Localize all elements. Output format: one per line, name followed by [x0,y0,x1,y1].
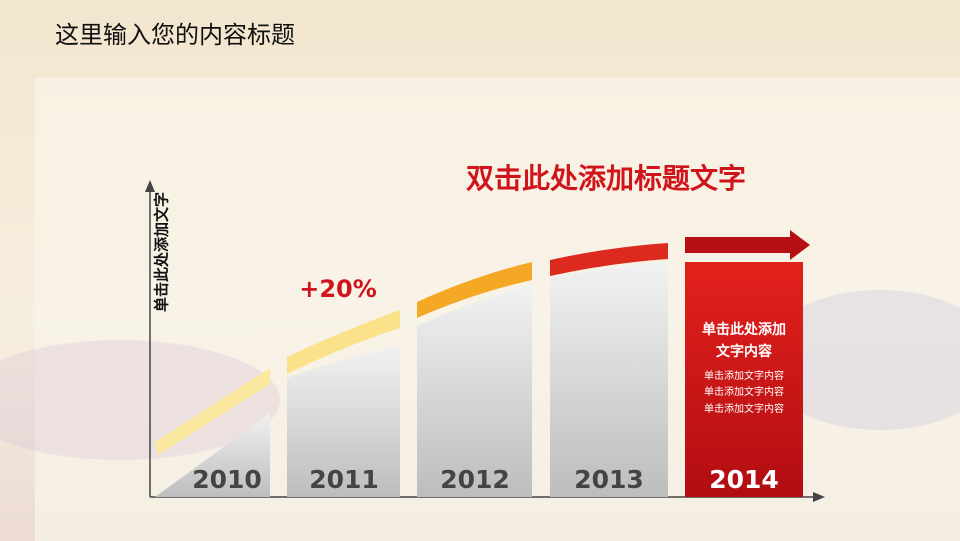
arc-segment [417,262,532,318]
decoration [760,290,960,430]
bar-label: 2011 [309,465,379,494]
arc-segment [155,368,270,455]
bar-label: 2013 [574,465,644,494]
callout-title: 文字内容 [716,343,772,360]
callout-title: 单击此处添加 [702,321,786,338]
axis-arrow [145,180,155,192]
axis-label: 单击此处添加文字 [153,192,171,312]
bar-label: 2014 [709,465,779,494]
callout-line: 单击添加文字内容 [704,402,784,415]
axis-arrow [813,492,825,502]
bar [417,285,532,497]
bar [155,413,270,497]
slide-title: 这里输入您的内容标题 [55,21,295,49]
bar-label: 2012 [440,465,510,494]
heading: 双击此处添加标题文字 [466,162,746,195]
arc-segment [287,310,400,374]
bar-label: 2010 [192,465,262,494]
callout-line: 单击添加文字内容 [704,369,784,382]
arc-segment [550,243,668,276]
bar-highlight [685,262,803,497]
bar [550,262,668,497]
arc-arrow [685,230,810,260]
decoration [0,340,280,460]
bar [287,345,400,497]
growth-label: +20% [299,275,377,303]
callout-line: 单击添加文字内容 [704,385,784,398]
